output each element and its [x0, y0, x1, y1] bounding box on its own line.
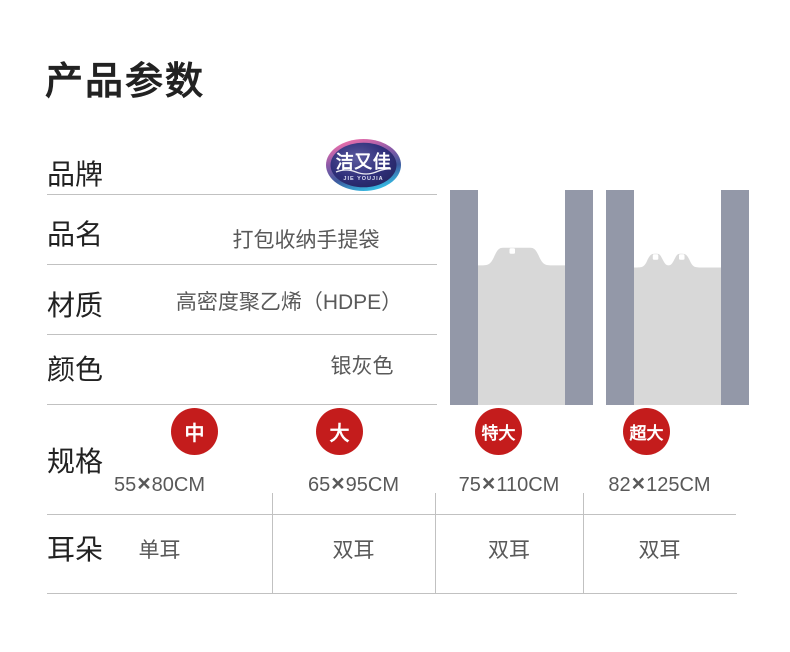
- svg-text:洁又佳: 洁又佳: [336, 151, 392, 172]
- svg-text:JIE YOUJIA: JIE YOUJIA: [343, 176, 383, 182]
